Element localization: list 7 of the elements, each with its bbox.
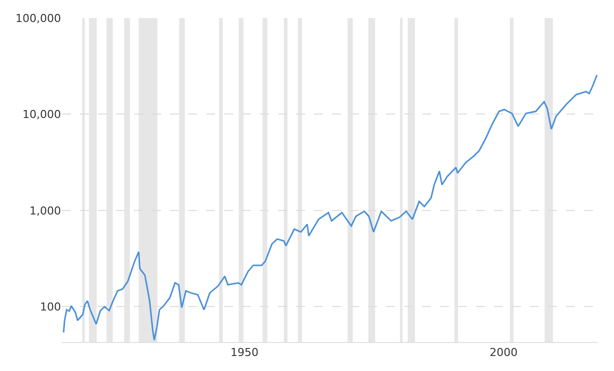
- y-tick-label: 100,000: [16, 12, 61, 25]
- y-tick-label: 10,000: [22, 108, 61, 122]
- y-tick-label: 1,000: [30, 204, 61, 218]
- y-tick-label: 100: [40, 300, 61, 314]
- x-tick-label: 2000: [490, 346, 518, 360]
- x-tick-label: 1950: [230, 346, 258, 360]
- line-series: [62, 74, 598, 341]
